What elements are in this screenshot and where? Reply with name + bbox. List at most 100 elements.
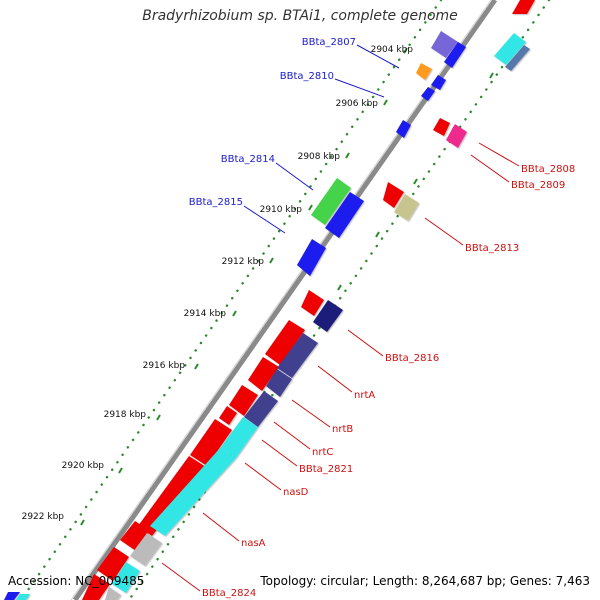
dotted-tracks — [19, 0, 551, 600]
tick-mark — [156, 414, 161, 421]
gene-nrtb — [266, 369, 292, 397]
left-strand-genes — [82, 31, 458, 600]
tick-label: 2908 kbp — [298, 152, 341, 162]
tick-mark — [345, 152, 350, 159]
right-callout-lines — [161, 142, 520, 592]
right-strand-genes — [4, 0, 535, 600]
gene-blue-right — [325, 192, 364, 238]
gene-label-nasd: nasD — [283, 487, 309, 498]
gene-red — [97, 547, 129, 581]
gene-bbta-2810 — [416, 63, 432, 80]
gene-corner-cyan — [16, 594, 30, 600]
gene-red — [265, 320, 305, 365]
tick-label: 2912 kbp — [222, 257, 265, 267]
tick-mark — [118, 467, 123, 474]
gene-red — [82, 574, 110, 600]
right-callout-labels: BBta_2808 BBta_2809 BBta_2813 BBta_2816 … — [202, 164, 575, 599]
gene-blue-small — [431, 75, 446, 90]
backbone — [70, 0, 498, 600]
tick-mark — [413, 178, 418, 185]
gene-label-bbta-2815: BBta_2815 — [189, 197, 243, 208]
gene-cyan-top — [494, 33, 526, 65]
gene-red — [229, 385, 258, 416]
gene-red — [190, 419, 232, 466]
tick-mark — [80, 519, 85, 526]
gene-bbta-2809 — [446, 124, 467, 148]
genome-title: Bradyrhizobium sp. BTAi1, complete genom… — [142, 8, 458, 24]
left-callout-lines — [243, 44, 400, 234]
tick-mark — [375, 231, 380, 238]
gene-nasa — [130, 533, 162, 566]
gene-bbta-2808 — [433, 118, 450, 136]
tick-mark — [383, 99, 388, 106]
gene-bbta-2824-b — [105, 587, 121, 600]
gene-bbta-2821 — [221, 417, 258, 458]
gene-bbta-2815 — [297, 239, 326, 276]
gene-corner-blue — [4, 592, 20, 600]
gene-nrtc — [244, 391, 278, 427]
tick-mark — [269, 257, 274, 264]
callout-line — [261, 439, 298, 467]
tick-mark — [403, 47, 408, 54]
tick-mark — [337, 284, 342, 291]
gene-label-bbta-2809: BBta_2809 — [511, 180, 565, 191]
callout-line — [202, 512, 240, 542]
gene-bbta-2807 — [431, 31, 458, 58]
gene-label-bbta-2816: BBta_2816 — [385, 353, 439, 364]
callout-line — [424, 217, 464, 246]
gene-label-bbta-2808: BBta_2808 — [521, 164, 575, 175]
gene-red — [138, 456, 206, 536]
callout-line — [275, 162, 314, 191]
callout-line — [317, 365, 353, 393]
gene-red-top — [512, 0, 535, 14]
gene-label-bbta-2821: BBta_2821 — [299, 464, 353, 475]
tick-labels: 2904 kbp 2906 kbp 2908 kbp 2910 kbp 2912… — [22, 45, 414, 522]
genome-summary-text: Topology: circular; Length: 8,264,687 bp… — [260, 574, 590, 588]
gene-label-nrta: nrtA — [354, 390, 375, 401]
tick-label: 2916 kbp — [143, 361, 186, 371]
gene-label-bbta-2814: BBta_2814 — [221, 154, 275, 165]
callout-line — [273, 421, 311, 450]
callout-line — [244, 462, 282, 491]
gene-label-nrtc: nrtC — [312, 447, 333, 458]
tick-label: 2914 kbp — [184, 309, 227, 319]
callout-line — [161, 562, 201, 592]
tick-mark — [194, 363, 199, 370]
gene-nasd — [150, 447, 236, 536]
gene-label-nasa: nasA — [241, 538, 266, 549]
left-callout-labels: BBta_2807 BBta_2810 BBta_2814 BBta_2815 — [189, 37, 356, 208]
gene-bbta-2813-red — [383, 182, 404, 208]
tick-label: 2918 kbp — [104, 410, 147, 420]
callout-line — [356, 44, 400, 69]
callout-line — [347, 329, 384, 357]
callout-line — [478, 142, 520, 167]
gene-label-nrtb: nrtB — [332, 424, 353, 435]
gene-red — [120, 521, 150, 551]
gene-label-bbta-2810: BBta_2810 — [280, 71, 334, 82]
tick-mark — [489, 72, 494, 79]
tick-mark — [308, 204, 313, 211]
gene-red — [219, 406, 237, 425]
gene-label-bbta-2824: BBta_2824 — [202, 588, 256, 599]
gene-nrta — [277, 333, 318, 378]
tick-label: 2910 kbp — [260, 205, 303, 215]
callout-line — [243, 205, 286, 234]
gene-blue-small — [421, 87, 435, 101]
gene-bbta-2814 — [311, 178, 351, 225]
gene-bbta-2813 — [394, 194, 419, 221]
gene-blue-small — [396, 120, 411, 138]
callout-line — [291, 399, 331, 428]
accession-text: Accession: NC_009485 — [8, 574, 145, 588]
gene-bbta-2816 — [313, 300, 343, 332]
gene-blue-top — [444, 42, 466, 68]
callout-line — [334, 78, 385, 98]
gene-slate-top — [505, 45, 530, 71]
tick-label: 2904 kbp — [371, 45, 414, 55]
tick-label: 2920 kbp — [62, 461, 105, 471]
gene-label-bbta-2813: BBta_2813 — [465, 243, 519, 254]
tick-mark — [232, 310, 237, 317]
callout-line — [470, 154, 510, 183]
tick-label: 2906 kbp — [336, 99, 379, 109]
